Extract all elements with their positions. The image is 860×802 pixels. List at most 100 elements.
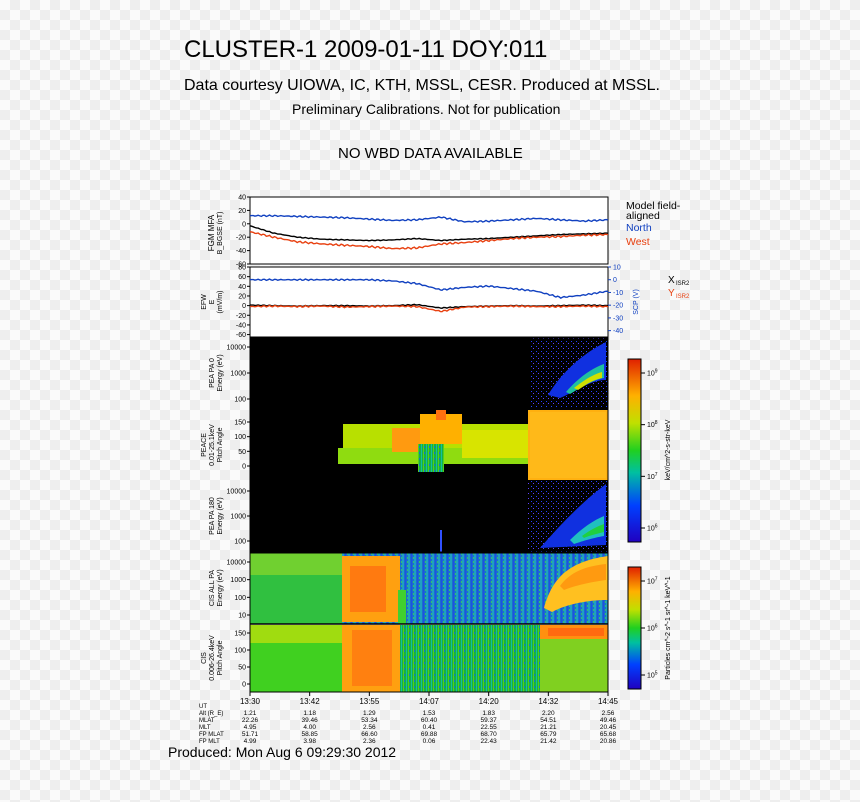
efw-tick-label-5: -20 <box>236 313 246 320</box>
electron-colorbar-label: keV/cm^2-s-str-keV <box>665 419 672 480</box>
cisall-tick-label-0: 10000 <box>227 560 247 567</box>
cisall-tick-label-1: 1000 <box>230 577 246 584</box>
cispa-ylabel-1: CIS <box>201 652 208 664</box>
cispa-left-top <box>250 625 342 643</box>
fgm-tick-label-4: -40 <box>236 248 246 255</box>
spectrogram-frame-upper <box>249 337 609 553</box>
efw-y-axis: 80 60 40 20 0 -20 -40 -60 <box>236 265 250 339</box>
fgm-legend-north: North <box>626 222 652 234</box>
page-title: CLUSTER-1 2009-01-11 DOY:011 <box>184 36 548 63</box>
ephemeris-cell: 1.29 <box>363 710 376 717</box>
efw-ylabel-3: (mV/m) <box>217 291 224 314</box>
electron-colorbar-ticks: 109 108 107 106 <box>641 369 658 533</box>
fgm-tick-label-5: -60 <box>236 262 246 269</box>
ephemeris-cell: 53.34 <box>361 717 378 724</box>
cispa-tick-label-3: 0 <box>242 682 246 689</box>
pea0-tick-label-2: 100 <box>234 397 246 404</box>
peace-mid-band <box>462 430 528 458</box>
ephemeris-cell: 2.56 <box>363 724 376 731</box>
peace-ylabel-3: Pitch Angle <box>217 427 224 462</box>
efw-panel: 80 60 40 20 0 -20 -40 -60 10 0 -10 -20 -30 -40 EFW E… <box>201 265 690 340</box>
cispa-y-axis: 150 100 50 0 <box>234 631 250 689</box>
peace-band-hot3 <box>436 410 446 420</box>
pea180-tick-label-1: 1000 <box>230 514 246 521</box>
ephemeris-cell: 4.00 <box>303 724 316 731</box>
fgm-y-axis: 40 20 0 -20 -40 -60 <box>236 195 250 269</box>
pea180-tick-label-0: 10000 <box>227 489 247 496</box>
ecb-tick-label-0: 109 <box>647 369 658 378</box>
ephemeris-cell: 54.51 <box>540 717 557 724</box>
fgm-tick-label-1: 20 <box>238 208 246 215</box>
ecb-tick-label-2: 107 <box>647 472 658 481</box>
ephemeris-cell: 2.20 <box>542 710 555 717</box>
efw-legend-x: X <box>668 275 675 286</box>
fgm-panel: 40 20 0 -20 -40 -60 FGM MFA B_BGSE (nT) Model… <box>207 195 681 269</box>
fgm-tick-label-0: 40 <box>238 195 246 202</box>
ephemeris-row-label-5: FP MLT <box>199 739 220 745</box>
cispa-late-band <box>540 639 608 692</box>
cisall-panel: 10000 1000 100 10 CIS ALL PA Energy (eV) <box>209 553 608 625</box>
pea180-tick-label-2: 100 <box>234 539 246 546</box>
ephemeris-ut-1: 13:42 <box>300 697 321 706</box>
pea180-flux-hot <box>582 524 604 538</box>
ephemeris-cell: 66.60 <box>361 731 378 738</box>
fgm-series <box>249 214 609 250</box>
efw-tick-label-1: 60 <box>238 274 246 281</box>
efw-tick-label-7: -60 <box>236 332 246 339</box>
ephemeris-cell: 2.56 <box>602 710 615 717</box>
ion-colorbar-label: Particles cm^-2 s^-1 sr^-1 keV^-1 <box>665 576 672 679</box>
pea0-tick-label-0: 10000 <box>227 345 247 352</box>
fgm-ylabel-1: FGM MFA <box>207 214 216 251</box>
cispa-tick-label-0: 150 <box>234 631 246 638</box>
efw-tick-label-6: -40 <box>236 322 246 329</box>
ephemeris-cell: 51.71 <box>242 731 259 738</box>
fgm-frame <box>249 196 609 265</box>
cisall-ylabel-1: CIS ALL PA <box>209 570 216 607</box>
ephemeris-cell: 4.99 <box>244 738 257 745</box>
cisall-tick-label-2: 100 <box>234 595 246 602</box>
pea180-ylabel-1: PEA PA 180 <box>209 497 216 535</box>
ephemeris-cell: 65.68 <box>600 731 617 738</box>
ephemeris-row-label-1: Alt (R_E) <box>199 711 223 717</box>
ephemeris-cell: 60.40 <box>421 717 438 724</box>
fgm-ylabel-2: B_BGSE (nT) <box>217 212 224 255</box>
ephemeris-ut-0: 13:30 <box>240 697 261 706</box>
efw-ylabel-2: E <box>209 299 216 304</box>
ion-colorbar: 107 106 105 Particles cm^-2 s^-1 sr^-1 keV… <box>627 566 672 690</box>
efw-tick-label-0: 80 <box>238 265 246 272</box>
efw-series-y <box>249 304 609 313</box>
ephemeris-cell: 2.36 <box>363 738 376 745</box>
efw-legend-y: Y <box>668 288 675 299</box>
ephemeris-cell: 22.43 <box>481 738 498 745</box>
fgm-tick-label-2: 0 <box>242 221 246 228</box>
fgm-series-north <box>249 214 609 223</box>
efw-tick-label-3: 20 <box>238 293 246 300</box>
cispa-ylabel-2: 0.006-26.4keV <box>209 635 216 681</box>
ephemeris-row-label-0: UT <box>199 704 207 710</box>
ephemeris-cell: 65.79 <box>540 731 557 738</box>
efw-scp-tick-label-3: -20 <box>613 303 623 310</box>
fgm-series-model <box>249 225 609 242</box>
peace-sheet-core <box>530 412 606 478</box>
efw-legend-x-sub: ISR2 <box>676 281 690 287</box>
ephemeris-cell: 1.53 <box>423 710 436 717</box>
fgm-legend-model-1: Model field- <box>626 200 681 212</box>
efw-scp-tick-label-0: 10 <box>613 265 621 272</box>
ephemeris-ut-6: 14:45 <box>598 697 619 706</box>
cisall-tick-label-3: 10 <box>238 613 246 620</box>
ephemeris-row-label-3: MLT <box>199 725 211 731</box>
ion-colorbar-ticks: 107 106 105 <box>641 577 658 680</box>
peace-tick-label-3: 0 <box>242 464 246 471</box>
cisall-late-core <box>560 564 606 590</box>
pea0-ylabel-2: Energy (eV) <box>217 354 224 391</box>
cisall-mid <box>398 590 406 624</box>
pea180-y-axis: 10000 1000 100 <box>227 489 250 546</box>
efw-series <box>249 278 609 313</box>
efw-scp-tick-label-2: -10 <box>613 290 623 297</box>
pea180-spike <box>440 530 442 552</box>
ephemeris-row-label-4: FP MLAT <box>199 732 224 738</box>
ephemeris-cell: 21.42 <box>540 738 557 745</box>
